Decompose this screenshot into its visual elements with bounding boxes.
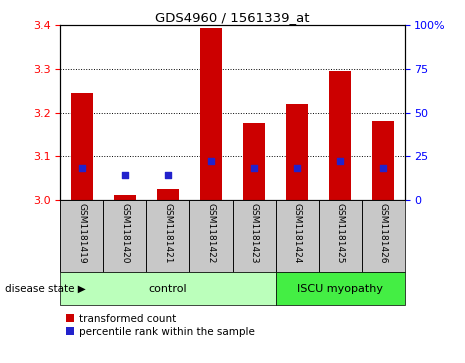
Bar [243, 123, 265, 200]
Bar [114, 195, 136, 200]
Bar [103, 200, 146, 272]
Bar [60, 272, 275, 305]
Text: control: control [149, 284, 187, 294]
Text: disease state ▶: disease state ▶ [5, 284, 86, 294]
Bar [372, 121, 394, 200]
Bar [190, 200, 232, 272]
Bar [71, 93, 93, 200]
Point [164, 172, 172, 178]
Legend: transformed count, percentile rank within the sample: transformed count, percentile rank withi… [66, 314, 255, 337]
Bar [275, 200, 319, 272]
Point [336, 158, 344, 164]
Text: GSM1181424: GSM1181424 [292, 203, 301, 264]
Point [207, 158, 215, 164]
Bar [286, 104, 308, 200]
Text: GSM1181422: GSM1181422 [206, 203, 215, 264]
Point [78, 166, 86, 171]
Text: GSM1181426: GSM1181426 [379, 203, 387, 264]
Point [293, 166, 301, 171]
Bar [329, 71, 351, 200]
Text: GSM1181425: GSM1181425 [336, 203, 345, 264]
Point [379, 166, 387, 171]
Text: GSM1181419: GSM1181419 [78, 203, 86, 264]
Bar [362, 200, 405, 272]
Bar [60, 200, 103, 272]
Text: ISCU myopathy: ISCU myopathy [297, 284, 383, 294]
Title: GDS4960 / 1561339_at: GDS4960 / 1561339_at [155, 11, 310, 24]
Bar [319, 200, 362, 272]
Bar [275, 272, 405, 305]
Text: GSM1181421: GSM1181421 [164, 203, 173, 264]
Point [250, 166, 258, 171]
Text: GSM1181423: GSM1181423 [250, 203, 259, 264]
Bar [232, 200, 275, 272]
Point [121, 172, 129, 178]
Bar [157, 189, 179, 200]
Bar [146, 200, 190, 272]
Bar [200, 28, 222, 200]
Text: GSM1181420: GSM1181420 [120, 203, 129, 264]
